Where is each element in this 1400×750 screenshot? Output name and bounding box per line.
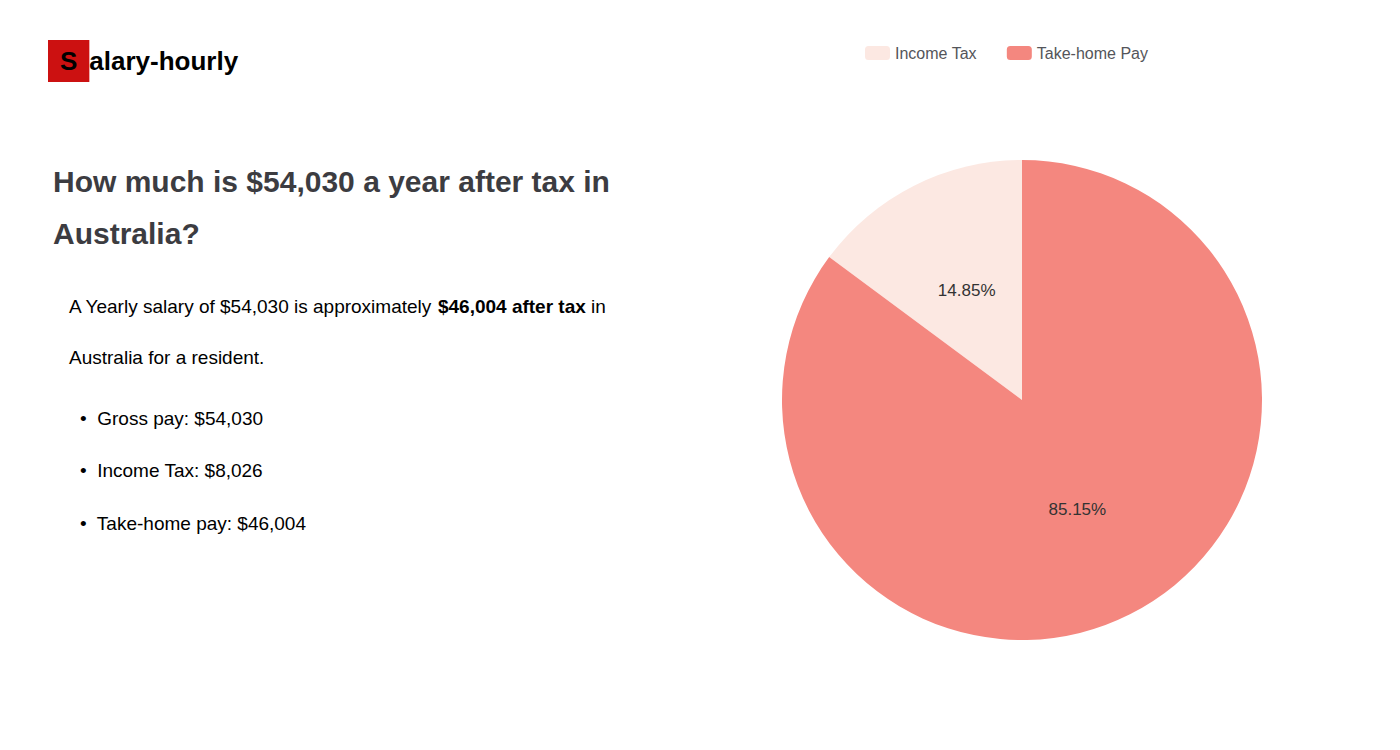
svg-text:85.15%: 85.15% — [1048, 500, 1106, 519]
svg-text:$46,004 after tax: $46,004 after tax — [438, 296, 586, 317]
svg-text:Australia?: Australia? — [53, 217, 200, 250]
svg-text:Australia for a resident.: Australia for a resident. — [69, 347, 264, 368]
svg-text:in: in — [586, 296, 606, 317]
svg-text:A Yearly salary of $54,030 is: A Yearly salary of $54,030 is approximat… — [69, 296, 437, 317]
svg-text:alary-hourly: alary-hourly — [89, 46, 238, 76]
svg-text:Take-home Pay: Take-home Pay — [1037, 45, 1148, 62]
svg-text:• Gross pay: $54,030: • Gross pay: $54,030 — [80, 408, 263, 429]
svg-text:14.85%: 14.85% — [938, 281, 996, 300]
svg-text:S: S — [60, 46, 77, 76]
svg-text:Income Tax: Income Tax — [895, 45, 977, 62]
svg-text:• Income Tax: $8,026: • Income Tax: $8,026 — [80, 460, 263, 481]
svg-text:• Take-home pay: $46,004: • Take-home pay: $46,004 — [80, 513, 306, 534]
svg-text:How much is $54,030 a year aft: How much is $54,030 a year after tax in — [53, 165, 610, 198]
